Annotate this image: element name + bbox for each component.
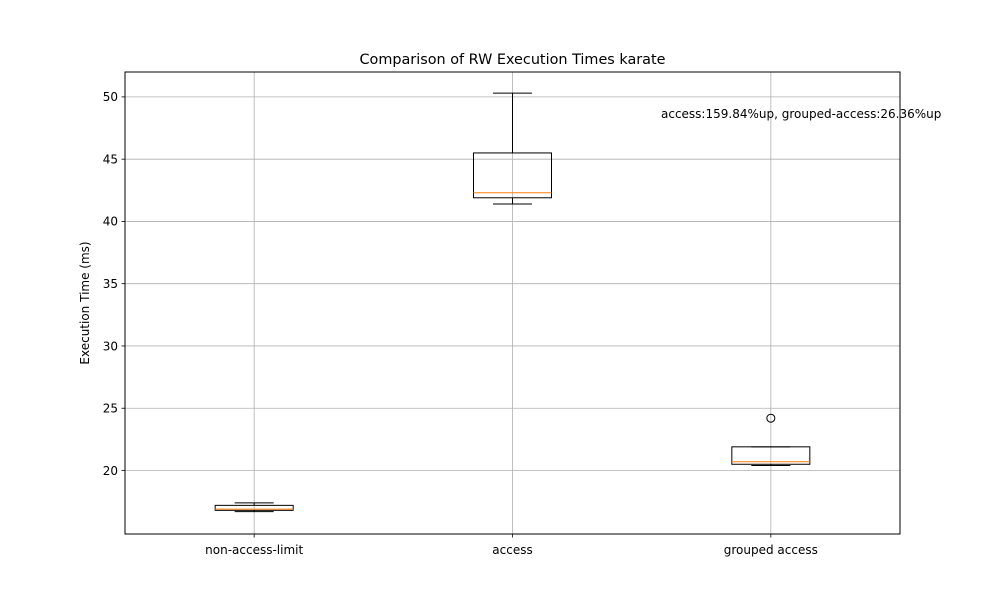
y-tick-label: 35 [103, 277, 118, 291]
boxes [214, 92, 811, 513]
x-ticks: non-access-limit access grouped access [205, 534, 818, 557]
x-tick-label: access [492, 543, 532, 557]
box-iqr [473, 152, 552, 199]
y-tick-label: 25 [103, 402, 118, 416]
grid-lines [125, 72, 900, 534]
box-iqr [214, 504, 294, 511]
box-non-access-limit [214, 502, 294, 513]
y-axis-label: Execution Time (ms) [78, 241, 92, 364]
y-ticks: 20 25 30 35 40 45 50 [103, 90, 125, 478]
y-tick-label: 45 [103, 152, 118, 166]
x-tick-label: grouped access [724, 543, 818, 557]
x-tick-label: non-access-limit [205, 543, 303, 557]
box-access [473, 92, 552, 205]
y-tick-label: 50 [103, 90, 118, 104]
y-tick-label: 30 [103, 339, 118, 353]
y-tick-label: 20 [103, 464, 118, 478]
annotation-text: access:159.84%up, grouped-access:26.36%u… [661, 107, 941, 121]
outlier-point [766, 413, 776, 423]
chart-title: Comparison of RW Execution Times karate [359, 52, 665, 68]
plot-frame [124, 71, 901, 535]
y-tick-label: 40 [103, 215, 118, 229]
box-grouped-access [731, 413, 811, 467]
box-iqr [731, 446, 811, 465]
